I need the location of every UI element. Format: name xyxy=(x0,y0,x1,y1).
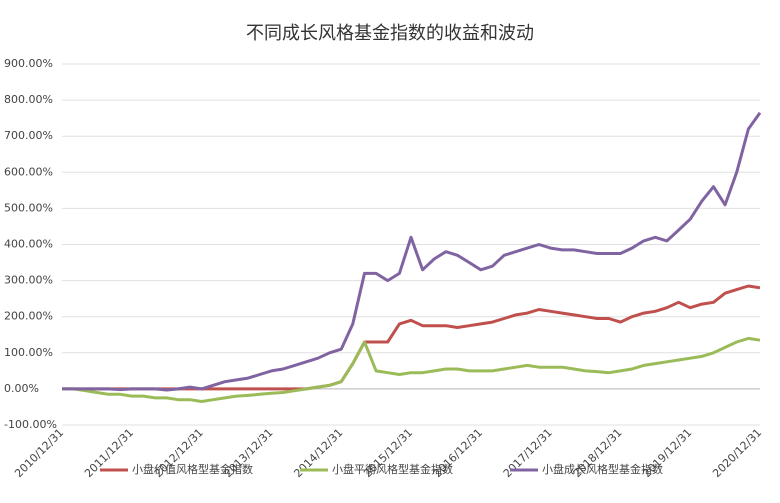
chart-title: 不同成长风格基金指数的收益和波动 xyxy=(246,23,534,44)
y-tick-label: 900.00% xyxy=(4,57,53,70)
legend-label: 小盘价值风格型基金指数 xyxy=(132,462,253,476)
y-tick-label: 800.00% xyxy=(4,93,53,106)
y-tick-label: 600.00% xyxy=(4,165,53,178)
y-tick-label: 0.00% xyxy=(4,382,39,395)
x-tick-label: 2010/12/31 xyxy=(12,426,66,480)
legend-label: 小盘平衡风格型基金指数 xyxy=(332,462,453,476)
legend-label: 小盘成长风格型基金指数 xyxy=(542,462,663,476)
x-tick-label: 2011/12/31 xyxy=(82,426,136,480)
y-tick-label: 100.00% xyxy=(4,346,53,359)
y-tick-label: 200.00% xyxy=(4,310,53,323)
y-tick-label: -100.00% xyxy=(4,418,57,431)
line-series xyxy=(62,111,762,392)
x-tick-label: 2020/12/31 xyxy=(710,426,764,480)
y-tick-label: 400.00% xyxy=(4,238,53,251)
y-tick-label: 500.00% xyxy=(4,201,53,214)
line-series xyxy=(62,336,761,403)
y-tick-label: 300.00% xyxy=(4,274,53,287)
y-tick-label: 700.00% xyxy=(4,129,53,142)
